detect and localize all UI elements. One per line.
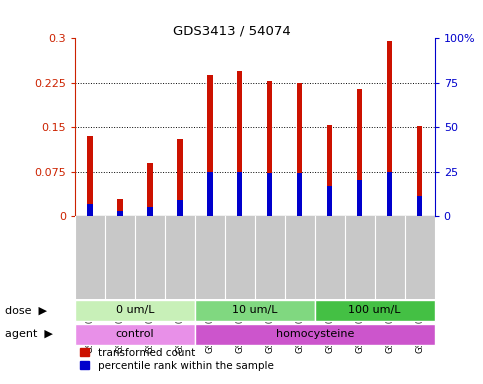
- Bar: [177, 200, 183, 216]
- Bar: [87, 204, 93, 216]
- Text: dose  ▶: dose ▶: [5, 306, 47, 316]
- Bar: [195, 324, 435, 344]
- Text: control: control: [115, 329, 154, 339]
- Text: agent  ▶: agent ▶: [5, 329, 53, 339]
- Bar: [117, 199, 123, 216]
- Bar: [207, 172, 213, 216]
- Text: 100 um/L: 100 um/L: [348, 305, 401, 315]
- Bar: [267, 81, 272, 216]
- Text: 10 um/L: 10 um/L: [232, 305, 278, 315]
- Bar: [357, 89, 362, 216]
- Bar: [297, 173, 302, 216]
- Bar: [87, 136, 93, 216]
- Bar: [207, 75, 213, 216]
- Bar: [327, 186, 332, 216]
- Bar: [417, 197, 423, 216]
- Bar: [387, 172, 392, 216]
- Bar: [297, 83, 302, 216]
- Legend: transformed count, percentile rank within the sample: transformed count, percentile rank withi…: [80, 348, 274, 371]
- Bar: [387, 41, 392, 216]
- Bar: [147, 207, 153, 216]
- Text: GDS3413 / 54074: GDS3413 / 54074: [173, 25, 291, 38]
- Bar: [177, 139, 183, 216]
- Bar: [147, 163, 153, 216]
- Bar: [75, 300, 195, 321]
- Bar: [357, 180, 362, 216]
- Bar: [267, 173, 272, 216]
- Bar: [315, 300, 435, 321]
- Bar: [195, 300, 315, 321]
- Text: 0 um/L: 0 um/L: [115, 305, 154, 315]
- Text: homocysteine: homocysteine: [276, 329, 354, 339]
- Bar: [327, 126, 332, 216]
- Bar: [75, 324, 195, 344]
- Bar: [237, 71, 242, 216]
- Bar: [117, 211, 123, 216]
- Bar: [237, 172, 242, 216]
- Bar: [417, 126, 423, 216]
